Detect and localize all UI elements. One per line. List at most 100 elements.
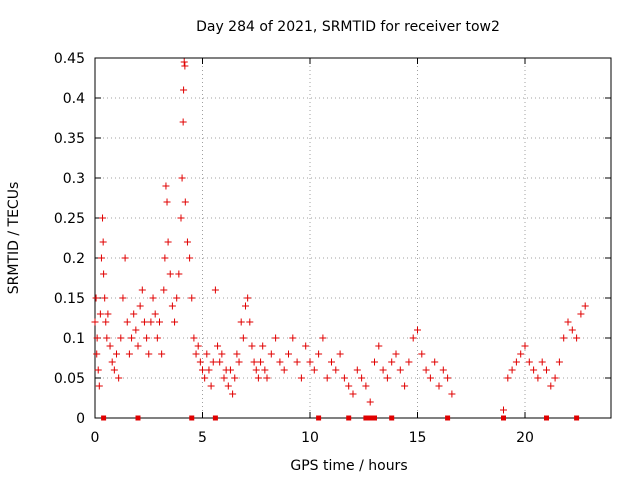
data-point bbox=[151, 310, 159, 318]
data-point bbox=[162, 182, 170, 190]
data-point bbox=[158, 350, 166, 358]
data-point bbox=[192, 350, 200, 358]
data-point bbox=[205, 366, 213, 374]
data-point bbox=[244, 294, 252, 302]
data-point bbox=[233, 350, 241, 358]
y-tick-label: 0.15 bbox=[54, 291, 85, 307]
data-point bbox=[336, 350, 344, 358]
data-point bbox=[153, 334, 161, 342]
data-point bbox=[396, 366, 404, 374]
data-points bbox=[91, 58, 589, 421]
data-point bbox=[426, 374, 434, 382]
grid bbox=[95, 58, 611, 418]
data-point bbox=[332, 366, 340, 374]
data-point bbox=[156, 318, 163, 326]
data-point bbox=[207, 382, 215, 390]
data-point bbox=[149, 294, 157, 302]
data-point bbox=[125, 350, 133, 358]
data-point bbox=[534, 374, 542, 382]
data-point bbox=[512, 358, 520, 366]
data-point bbox=[577, 310, 585, 318]
data-point bbox=[418, 350, 426, 358]
data-point bbox=[508, 366, 516, 374]
y-tick-label: 0.35 bbox=[54, 131, 85, 147]
data-point bbox=[97, 254, 105, 262]
data-point bbox=[183, 238, 191, 246]
data-point bbox=[196, 358, 204, 366]
data-point bbox=[164, 238, 172, 246]
data-point bbox=[431, 358, 439, 366]
data-point bbox=[239, 334, 247, 342]
data-point bbox=[581, 302, 589, 310]
data-point bbox=[211, 286, 219, 294]
data-point bbox=[171, 318, 179, 326]
data-point bbox=[143, 334, 151, 342]
data-point bbox=[379, 366, 387, 374]
data-point bbox=[353, 366, 361, 374]
data-point bbox=[115, 374, 123, 382]
data-point bbox=[267, 350, 275, 358]
data-point bbox=[388, 358, 396, 366]
zero-value-marker bbox=[363, 415, 369, 421]
x-tick-label: 10 bbox=[301, 430, 319, 446]
data-point bbox=[349, 390, 357, 398]
zero-value-marker bbox=[101, 415, 107, 421]
data-point bbox=[220, 374, 228, 382]
data-point bbox=[194, 342, 202, 350]
y-tick-label: 0.1 bbox=[63, 331, 85, 347]
chart-title: Day 284 of 2021, SRMTID for receiver tow… bbox=[196, 19, 500, 35]
y-tick-label: 0 bbox=[76, 411, 85, 427]
data-point bbox=[123, 318, 131, 326]
data-point bbox=[375, 342, 383, 350]
data-point bbox=[555, 358, 563, 366]
x-tick-label: 5 bbox=[198, 430, 207, 446]
data-point bbox=[102, 318, 110, 326]
data-point bbox=[521, 342, 529, 350]
data-point bbox=[340, 374, 348, 382]
data-point bbox=[366, 398, 374, 406]
data-point bbox=[371, 358, 378, 366]
data-point bbox=[302, 342, 310, 350]
data-point bbox=[297, 374, 305, 382]
data-point bbox=[138, 286, 146, 294]
data-point bbox=[362, 382, 370, 390]
data-point bbox=[409, 334, 417, 342]
data-point bbox=[448, 390, 456, 398]
data-point bbox=[181, 62, 189, 70]
data-point bbox=[214, 342, 222, 350]
data-point bbox=[259, 342, 267, 350]
data-point bbox=[179, 118, 187, 126]
data-point bbox=[248, 342, 256, 350]
data-point bbox=[168, 302, 176, 310]
data-point bbox=[209, 358, 217, 366]
data-point bbox=[328, 358, 335, 366]
y-tick-label: 0.25 bbox=[54, 211, 85, 227]
data-point bbox=[422, 366, 430, 374]
zero-value-marker bbox=[346, 415, 352, 421]
data-point bbox=[181, 198, 189, 206]
data-point bbox=[285, 350, 292, 358]
data-point bbox=[145, 350, 153, 358]
data-point bbox=[405, 358, 413, 366]
data-point bbox=[173, 294, 181, 302]
data-point bbox=[203, 350, 211, 358]
data-point bbox=[242, 302, 249, 310]
data-point bbox=[252, 366, 260, 374]
data-point bbox=[128, 334, 136, 342]
data-point bbox=[160, 286, 168, 294]
data-point bbox=[293, 358, 301, 366]
data-point bbox=[93, 334, 101, 342]
zero-value-marker bbox=[501, 415, 506, 421]
data-point bbox=[401, 382, 409, 390]
data-point bbox=[358, 374, 366, 382]
data-point bbox=[538, 358, 546, 366]
data-point bbox=[117, 334, 125, 342]
data-point bbox=[310, 366, 318, 374]
zero-value-marker bbox=[316, 415, 322, 421]
data-point bbox=[560, 334, 568, 342]
data-point bbox=[136, 302, 144, 310]
x-tick-label: 0 bbox=[91, 430, 100, 446]
data-point bbox=[504, 374, 512, 382]
data-point bbox=[392, 350, 400, 358]
data-point bbox=[435, 382, 443, 390]
